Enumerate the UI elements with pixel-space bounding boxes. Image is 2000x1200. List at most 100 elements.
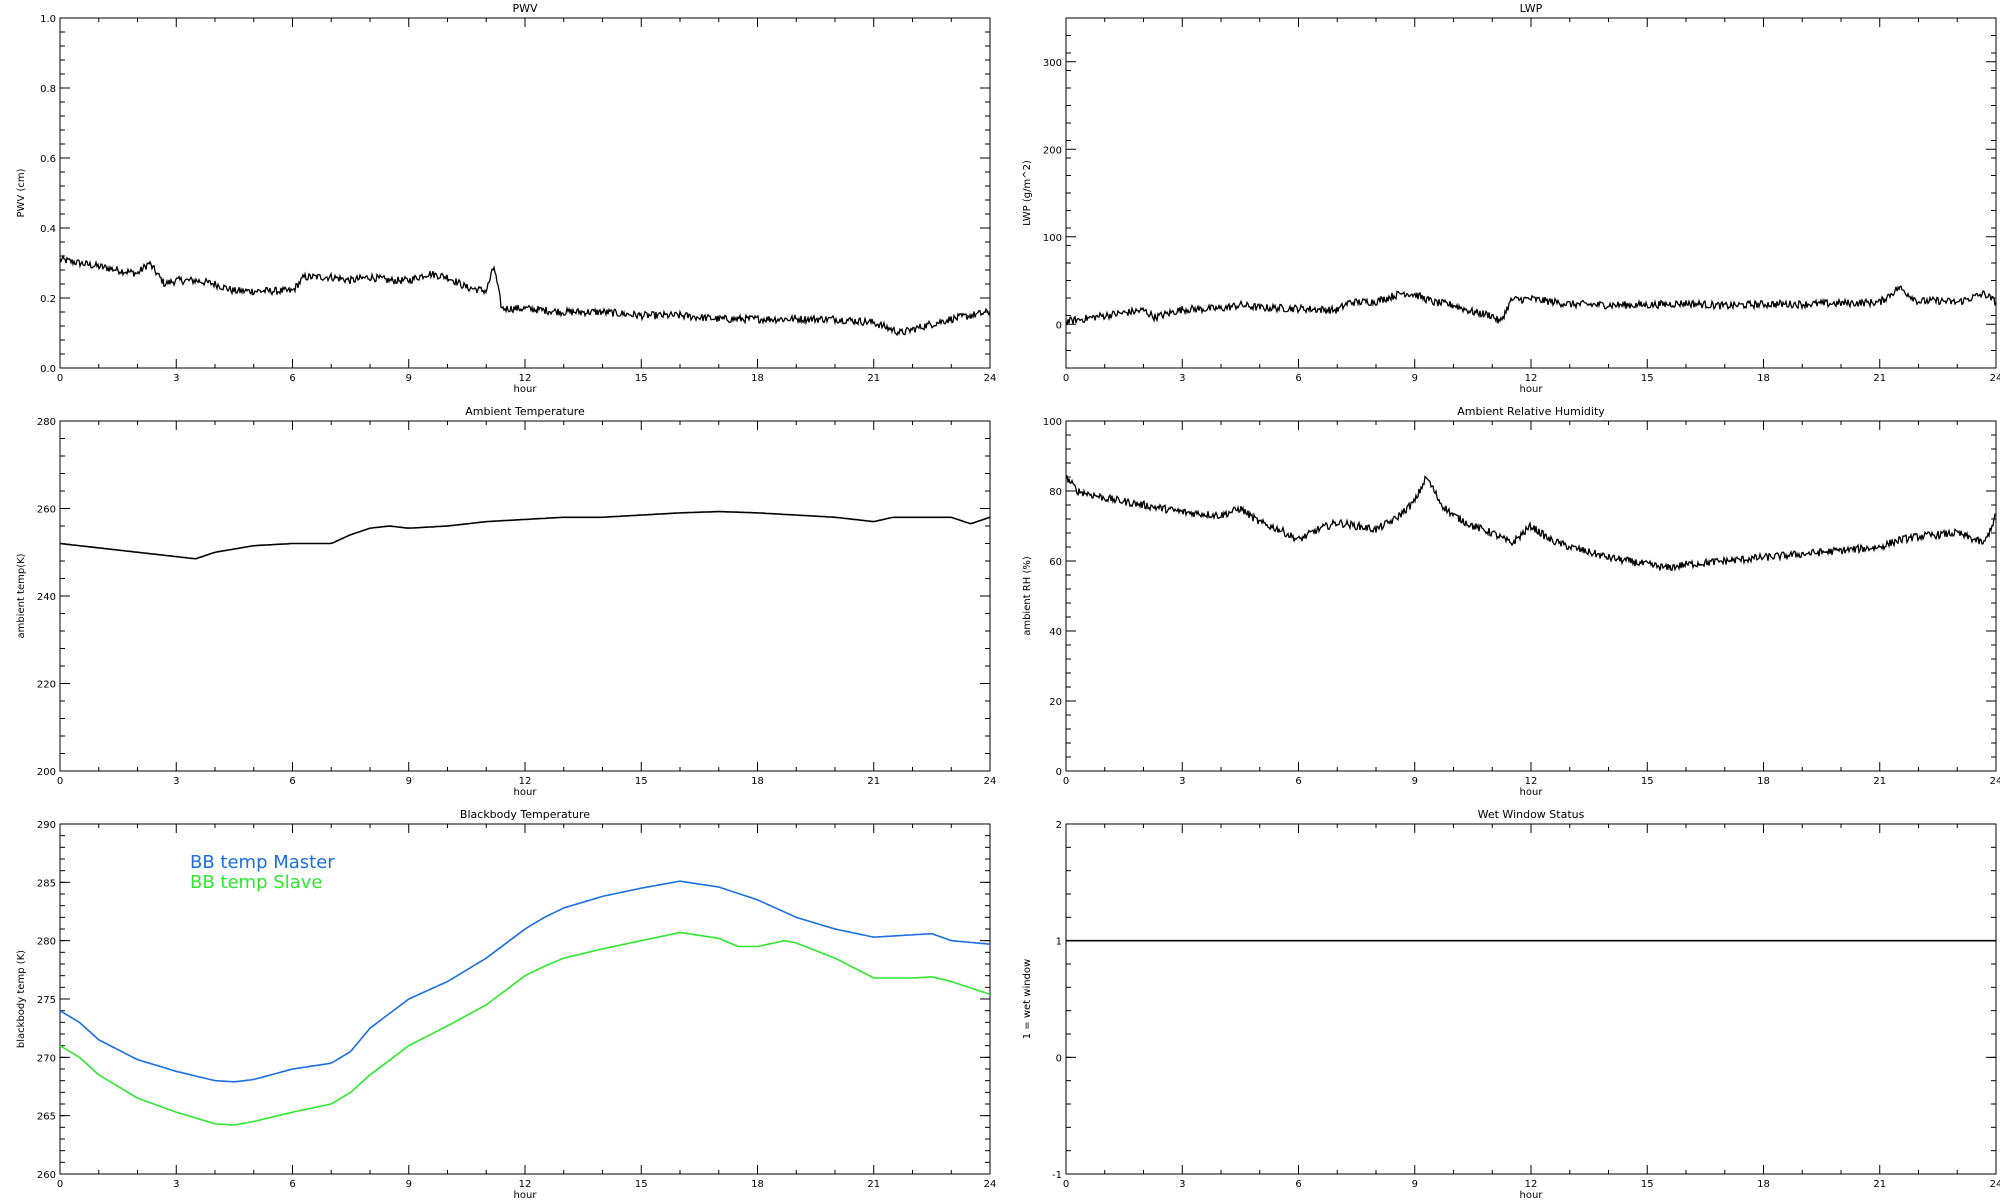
x-tick-label: 15	[1641, 776, 1654, 787]
plot-frame	[1065, 823, 1997, 1175]
chart-panel-3: Ambient Relative Humidity 0 3 6 9 12 15 18 21 24 h…	[1022, 405, 2000, 798]
chart-title: Ambient Temperature	[465, 405, 585, 418]
x-tick-label: 0	[1063, 776, 1069, 787]
y-tick-label: 40	[1049, 627, 1062, 638]
y-tick-label: 20	[1049, 697, 1062, 708]
x-tick-label: 24	[1990, 373, 2000, 384]
x-tick-label: 18	[1757, 373, 1770, 384]
x-tick-label: 0	[57, 1179, 63, 1190]
y-axis-label: ambient temp(K)	[16, 553, 27, 638]
x-tick-label: 3	[173, 373, 179, 384]
chart-title: PWV	[512, 2, 538, 15]
x-tick-label: 3	[1179, 776, 1185, 787]
x-tick-label: 18	[1757, 1179, 1770, 1190]
x-axis-label: hour	[1520, 787, 1544, 798]
x-tick-label: 6	[289, 776, 295, 787]
x-tick-label: 15	[1641, 1179, 1654, 1190]
x-tick-label: 0	[1063, 373, 1069, 384]
y-tick-label: 0.4	[40, 224, 56, 235]
x-tick-label: 18	[1757, 776, 1770, 787]
y-tick-label: 260	[37, 1170, 56, 1181]
y-tick-label: 200	[37, 767, 56, 778]
chart-title: Blackbody Temperature	[460, 808, 590, 821]
x-tick-label: 12	[1525, 373, 1538, 384]
x-tick-label: 15	[1641, 373, 1654, 384]
x-tick-label: 12	[519, 373, 532, 384]
x-tick-label: 12	[519, 1179, 532, 1190]
y-tick-label: 265	[37, 1112, 56, 1123]
y-axis-label: LWP (g/m^2)	[1022, 160, 1033, 226]
y-axis-label: ambient RH (%)	[1022, 556, 1033, 636]
x-tick-label: 9	[1412, 776, 1418, 787]
chart-panel-1: LWP 0 3 6 9 12 15 18 21 24 hour 0 100 200 300 LWP (g/m^…	[1022, 2, 2000, 395]
x-tick-label: 6	[289, 1179, 295, 1190]
y-tick-label: 0	[1056, 767, 1062, 778]
x-tick-label: 15	[635, 373, 648, 384]
x-tick-label: 6	[1295, 1179, 1301, 1190]
y-tick-label: 200	[1043, 145, 1062, 156]
series-line-0	[59, 254, 991, 337]
series-line-0	[1065, 285, 1997, 326]
x-tick-label: 24	[984, 1179, 997, 1190]
y-tick-label: 220	[37, 680, 56, 691]
x-tick-label: 21	[1873, 1179, 1886, 1190]
y-tick-label: 0	[1056, 320, 1062, 331]
x-tick-label: 24	[1990, 776, 2000, 787]
x-tick-label: 9	[406, 373, 412, 384]
x-tick-label: 21	[1873, 373, 1886, 384]
x-tick-label: 3	[1179, 373, 1185, 384]
y-tick-label: 100	[1043, 233, 1062, 244]
y-tick-label: 270	[37, 1053, 56, 1064]
series-line-0	[59, 510, 991, 560]
y-tick-label: 1	[1056, 937, 1062, 948]
legend-entry: BB temp Slave	[190, 872, 322, 893]
y-tick-label: 280	[37, 937, 56, 948]
y-tick-label: 60	[1049, 557, 1062, 568]
plot-frame	[1065, 420, 1997, 772]
chart-title: Wet Window Status	[1478, 808, 1585, 821]
series-line-0	[1065, 475, 1997, 572]
x-tick-label: 3	[173, 1179, 179, 1190]
x-tick-label: 0	[1063, 1179, 1069, 1190]
y-axis-label: PWV (cm)	[16, 168, 27, 217]
x-tick-label: 18	[751, 776, 764, 787]
x-axis-label: hour	[514, 1190, 538, 1200]
y-tick-label: 260	[37, 505, 56, 516]
y-axis-label: 1 = wet window	[1022, 959, 1033, 1039]
chart-panel-2: Ambient Temperature 0 3 6 9 12 15 18 21 24 hour 200…	[16, 405, 996, 798]
x-tick-label: 18	[751, 1179, 764, 1190]
chart-title: Ambient Relative Humidity	[1457, 405, 1605, 418]
y-tick-label: 100	[1043, 417, 1062, 428]
chart-title: LWP	[1520, 2, 1543, 15]
x-tick-label: 15	[635, 776, 648, 787]
y-tick-label: 240	[37, 592, 56, 603]
y-axis-label: blackbody temp (K)	[16, 950, 27, 1048]
series-line-1	[59, 931, 991, 1126]
y-tick-label: 1.0	[40, 14, 56, 25]
plot-frame	[1065, 17, 1997, 369]
x-tick-label: 15	[635, 1179, 648, 1190]
y-tick-label: 0.8	[40, 84, 56, 95]
x-tick-label: 6	[1295, 373, 1301, 384]
y-tick-label: 0.2	[40, 294, 56, 305]
x-tick-label: 12	[1525, 1179, 1538, 1190]
y-tick-label: 0.6	[40, 154, 56, 165]
plot-frame	[59, 420, 991, 772]
x-axis-label: hour	[1520, 1190, 1544, 1200]
x-tick-label: 3	[1179, 1179, 1185, 1190]
y-tick-label: 285	[37, 878, 56, 889]
x-tick-label: 0	[57, 373, 63, 384]
x-tick-label: 21	[867, 373, 880, 384]
chart-panel-0: PWV 0 3 6 9 12 15 18 21 24 hour 0.0 0.2 0.4 0.6 0.8 1.0 P…	[16, 2, 996, 395]
x-tick-label: 12	[1525, 776, 1538, 787]
x-tick-label: 24	[1990, 1179, 2000, 1190]
x-tick-label: 9	[406, 1179, 412, 1190]
x-tick-label: 6	[289, 373, 295, 384]
y-tick-label: 280	[37, 417, 56, 428]
y-tick-label: 300	[1043, 58, 1062, 69]
y-tick-label: 2	[1056, 820, 1062, 831]
x-tick-label: 21	[867, 1179, 880, 1190]
x-tick-label: 21	[1873, 776, 1886, 787]
